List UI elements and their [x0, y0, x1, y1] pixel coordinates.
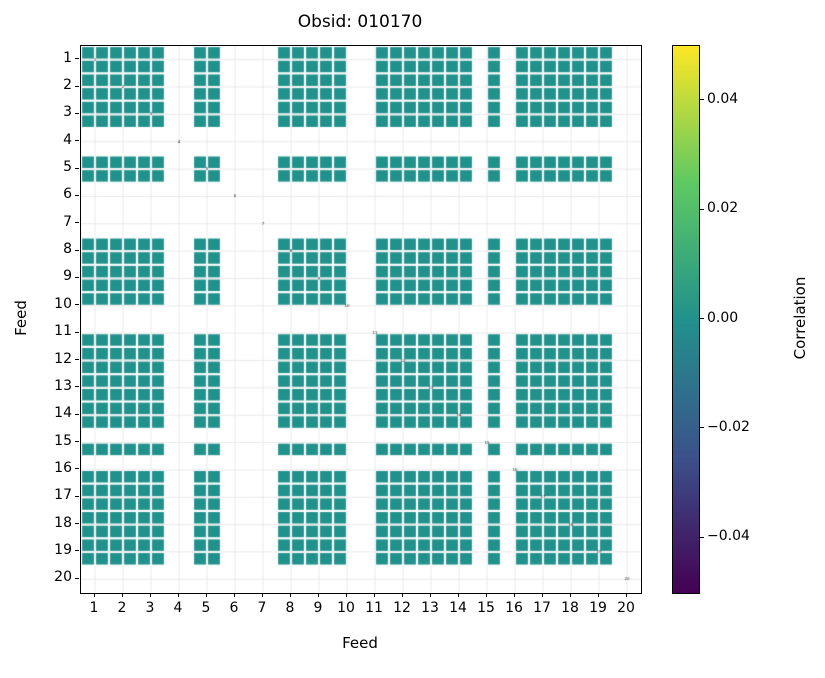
heatmap-canvas: [81, 46, 641, 593]
y-tick-mark: [75, 58, 79, 60]
x-tick-label: 15: [477, 600, 495, 616]
y-tick-label: 18: [54, 514, 72, 531]
x-tick-mark: [345, 593, 347, 597]
y-tick-mark: [75, 413, 79, 415]
y-tick-label: 7: [63, 213, 72, 230]
y-tick-mark: [75, 495, 79, 497]
x-tick-label: 8: [285, 600, 295, 616]
x-tick-mark: [261, 593, 263, 597]
x-tick-mark: [233, 593, 235, 597]
y-tick-mark: [75, 249, 79, 251]
y-tick-mark: [75, 441, 79, 443]
x-tick-mark: [513, 593, 515, 597]
x-tick-mark: [205, 593, 207, 597]
x-tick-mark: [289, 593, 291, 597]
colorbar-tick-label: 0.02: [707, 200, 739, 217]
x-tick-label: 1: [89, 600, 99, 616]
x-axis-label: Feed: [342, 634, 378, 652]
colorbar: [672, 45, 700, 594]
y-tick-label: 19: [54, 541, 72, 558]
x-tick-label: 20: [617, 600, 635, 616]
chart-title: Obsid: 010170: [297, 12, 423, 32]
y-tick-label: 2: [63, 77, 72, 94]
x-tick-mark: [149, 593, 151, 597]
y-tick-label: 1: [63, 49, 72, 66]
y-tick-label: 15: [54, 432, 72, 449]
y-tick-label: 13: [54, 377, 72, 394]
colorbar-tick-mark: [700, 427, 704, 429]
y-tick-label: 6: [63, 186, 72, 203]
y-tick-mark: [75, 468, 79, 470]
y-tick-mark: [75, 276, 79, 278]
y-tick-mark: [75, 85, 79, 87]
x-tick-mark: [121, 593, 123, 597]
colorbar-tick-label: −0.02: [707, 418, 750, 435]
colorbar-tick-label: −0.04: [707, 528, 750, 545]
y-tick-label: 5: [63, 159, 72, 176]
y-tick-mark: [75, 222, 79, 224]
x-tick-label: 12: [393, 600, 411, 616]
colorbar-tick-mark: [700, 99, 704, 101]
y-tick-mark: [75, 359, 79, 361]
y-tick-mark: [75, 112, 79, 114]
y-tick-label: 4: [63, 131, 72, 148]
y-tick-mark: [75, 550, 79, 552]
y-tick-mark: [75, 194, 79, 196]
y-tick-label: 14: [54, 405, 72, 422]
x-tick-label: 13: [421, 600, 439, 616]
x-tick-label: 10: [337, 600, 355, 616]
y-tick-mark: [75, 386, 79, 388]
y-tick-label: 17: [54, 487, 72, 504]
y-tick-mark: [75, 140, 79, 142]
x-tick-label: 4: [173, 600, 183, 616]
x-tick-label: 11: [365, 600, 383, 616]
x-tick-label: 7: [257, 600, 267, 616]
x-tick-mark: [541, 593, 543, 597]
x-tick-label: 9: [313, 600, 323, 616]
colorbar-tick-mark: [700, 536, 704, 538]
y-tick-label: 12: [54, 350, 72, 367]
plot-area: [80, 45, 642, 594]
y-tick-label: 16: [54, 459, 72, 476]
y-tick-label: 3: [63, 104, 72, 121]
x-tick-mark: [569, 593, 571, 597]
y-tick-label: 20: [54, 569, 72, 586]
x-tick-mark: [625, 593, 627, 597]
x-tick-label: 5: [201, 600, 211, 616]
x-tick-label: 14: [449, 600, 467, 616]
x-tick-mark: [597, 593, 599, 597]
colorbar-tick-label: 0.04: [707, 90, 739, 107]
x-tick-mark: [401, 593, 403, 597]
y-tick-mark: [75, 167, 79, 169]
x-tick-label: 16: [505, 600, 523, 616]
colorbar-tick-label: 0.00: [707, 309, 739, 326]
x-tick-mark: [317, 593, 319, 597]
x-tick-mark: [373, 593, 375, 597]
x-tick-mark: [457, 593, 459, 597]
colorbar-label: Correlation: [791, 276, 809, 360]
y-tick-label: 11: [54, 323, 72, 340]
colorbar-tick-mark: [700, 208, 704, 210]
x-tick-mark: [485, 593, 487, 597]
x-tick-label: 2: [117, 600, 127, 616]
y-axis-label: Feed: [12, 300, 30, 336]
x-tick-mark: [177, 593, 179, 597]
y-tick-mark: [75, 331, 79, 333]
x-tick-label: 18: [561, 600, 579, 616]
y-tick-label: 9: [63, 268, 72, 285]
x-tick-label: 17: [533, 600, 551, 616]
x-tick-mark: [93, 593, 95, 597]
x-tick-label: 19: [589, 600, 607, 616]
y-tick-mark: [75, 577, 79, 579]
y-tick-label: 10: [54, 295, 72, 312]
x-tick-mark: [429, 593, 431, 597]
colorbar-tick-mark: [700, 318, 704, 319]
y-tick-label: 8: [63, 241, 72, 258]
x-tick-label: 6: [229, 600, 239, 616]
y-tick-mark: [75, 523, 79, 525]
y-tick-mark: [75, 304, 79, 306]
colorbar-gradient: [673, 46, 699, 593]
x-tick-label: 3: [145, 600, 155, 616]
